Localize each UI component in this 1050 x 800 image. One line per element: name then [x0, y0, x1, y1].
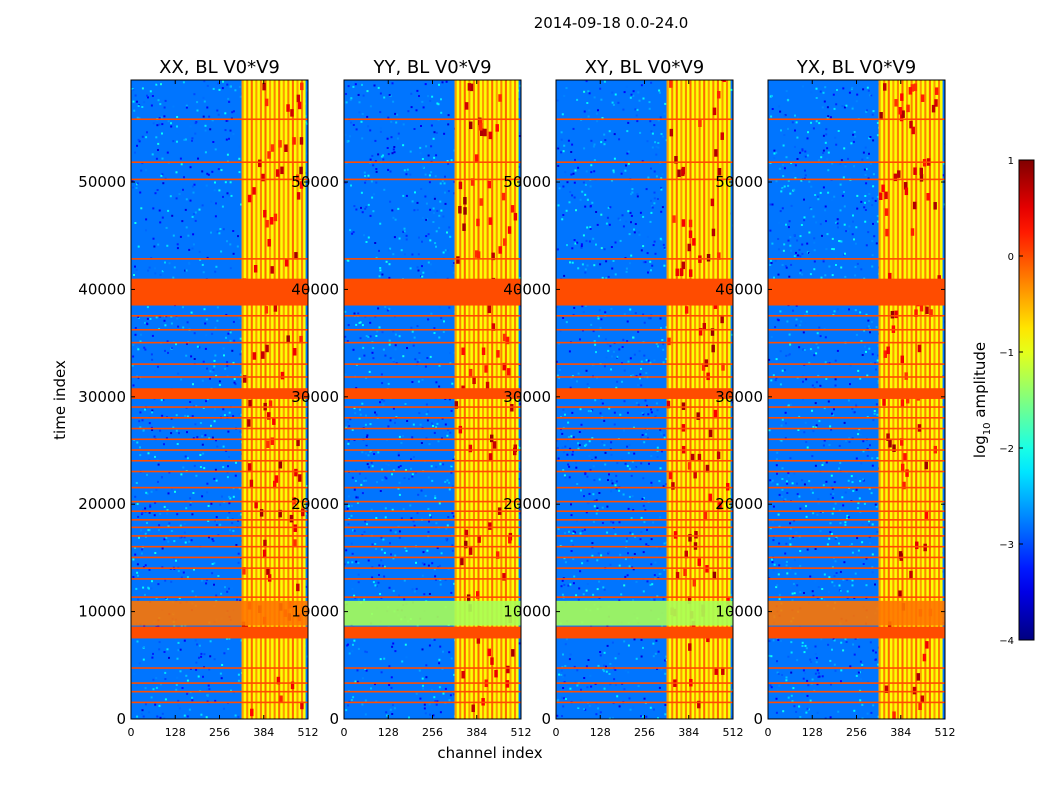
x-tick-label: 0	[765, 726, 772, 739]
x-tick-label: 128	[165, 726, 186, 739]
x-tick-label: 0	[553, 726, 560, 739]
y-tick-label: 30000	[291, 388, 339, 406]
bright-time-band	[131, 600, 308, 626]
heatmap-yx	[768, 80, 945, 719]
y-tick-label: 50000	[291, 173, 339, 191]
flagged-rows	[768, 118, 945, 704]
panel-title: YX, BL V0*V9	[796, 57, 916, 78]
x-tick-label: 256	[209, 726, 230, 739]
x-tick-label: 384	[678, 726, 699, 739]
y-tick-label: 20000	[503, 495, 551, 513]
panel-xx: XX, BL V0*V9 0 128 256 384 512 0 10000 20000 3000…	[78, 57, 318, 739]
panel-title: XX, BL V0*V9	[159, 57, 280, 78]
x-tick-label: 384	[466, 726, 487, 739]
y-tick-label: 10000	[291, 603, 339, 621]
colorbar-tick-label: 0	[1008, 252, 1014, 263]
rfi-stripes	[241, 80, 304, 719]
colorbar-tick-label: −3	[999, 540, 1014, 551]
panel-yx: YX, BL V0*V9 0 128 256 384 512 0 10000 20000 3000…	[715, 57, 955, 739]
y-tick-label: 0	[116, 710, 126, 728]
bright-time-band	[556, 600, 733, 626]
x-tick-label: 128	[590, 726, 611, 739]
x-tick-label: 256	[846, 726, 867, 739]
colorbar-label-rest: amplitude	[971, 342, 989, 423]
colorbar-label-sub: 10	[982, 422, 993, 435]
x-tick-label: 256	[422, 726, 443, 739]
x-tick-label: 512	[723, 726, 744, 739]
y-tick-label: 30000	[78, 388, 126, 406]
y-tick-label: 0	[753, 710, 763, 728]
flagged-rows	[131, 118, 308, 704]
heatmap-xy	[556, 80, 733, 719]
y-tick-label: 30000	[715, 388, 763, 406]
y-tick-label: 40000	[78, 280, 126, 298]
rfi-stripes	[666, 80, 729, 719]
y-tick-label: 40000	[715, 280, 763, 298]
heatmap-xx	[131, 80, 308, 719]
y-tick-label: 10000	[78, 603, 126, 621]
panel-yy: YY, BL V0*V9 0 128 256 384 512 0 10000 20000 3000…	[291, 57, 531, 739]
colorbar: −4 −3 −2 −1 0 1	[999, 156, 1035, 647]
panel-xy: XY, BL V0*V9 0 128 256 384 512 0 10000 20000 3000…	[503, 57, 743, 739]
x-tick-label: 512	[298, 726, 319, 739]
y-tick-label: 10000	[503, 603, 551, 621]
bright-time-band	[344, 600, 521, 626]
rfi-stripes	[454, 80, 517, 719]
y-tick-label: 0	[541, 710, 551, 728]
heatmap-yy	[344, 80, 521, 719]
flagged-rows	[556, 118, 733, 704]
x-tick-label: 384	[253, 726, 274, 739]
colorbar-tick-label: 1	[1008, 156, 1014, 167]
x-tick-label: 512	[935, 726, 956, 739]
y-tick-label: 50000	[78, 173, 126, 191]
x-tick-label: 384	[890, 726, 911, 739]
x-axis-label: channel index	[437, 744, 542, 762]
bright-time-band	[768, 600, 945, 626]
y-tick-label: 40000	[503, 280, 551, 298]
colorbar-gradient	[1018, 159, 1035, 641]
colorbar-tick-label: −2	[999, 444, 1014, 455]
y-tick-label: 50000	[503, 173, 551, 191]
x-tick-label: 0	[341, 726, 348, 739]
x-tick-label: 256	[634, 726, 655, 739]
panels: XX, BL V0*V9 0 128 256 384 512 0 10000 20000 3000…	[78, 57, 955, 739]
x-tick-label: 0	[128, 726, 135, 739]
x-tick-label: 128	[378, 726, 399, 739]
x-tick-label: 128	[802, 726, 823, 739]
flagged-rows	[344, 118, 521, 704]
y-tick-label: 30000	[503, 388, 551, 406]
figure-title: 2014-09-18 0.0-24.0	[534, 14, 689, 32]
colorbar-tick-label: −1	[999, 348, 1014, 359]
panel-title: YY, BL V0*V9	[372, 57, 491, 78]
y-tick-label: 10000	[715, 603, 763, 621]
colorbar-label-main: log	[971, 435, 989, 458]
panel-title: XY, BL V0*V9	[585, 57, 704, 78]
y-tick-label: 20000	[715, 495, 763, 513]
y-tick-label: 0	[329, 710, 339, 728]
colorbar-label: log10 amplitude	[971, 342, 993, 458]
x-tick-label: 512	[511, 726, 532, 739]
y-tick-label: 20000	[78, 495, 126, 513]
y-tick-label: 40000	[291, 280, 339, 298]
y-tick-label: 20000	[291, 495, 339, 513]
y-axis-label: time index	[51, 360, 69, 440]
y-tick-label: 50000	[715, 173, 763, 191]
colorbar-tick-label: −4	[999, 636, 1014, 647]
